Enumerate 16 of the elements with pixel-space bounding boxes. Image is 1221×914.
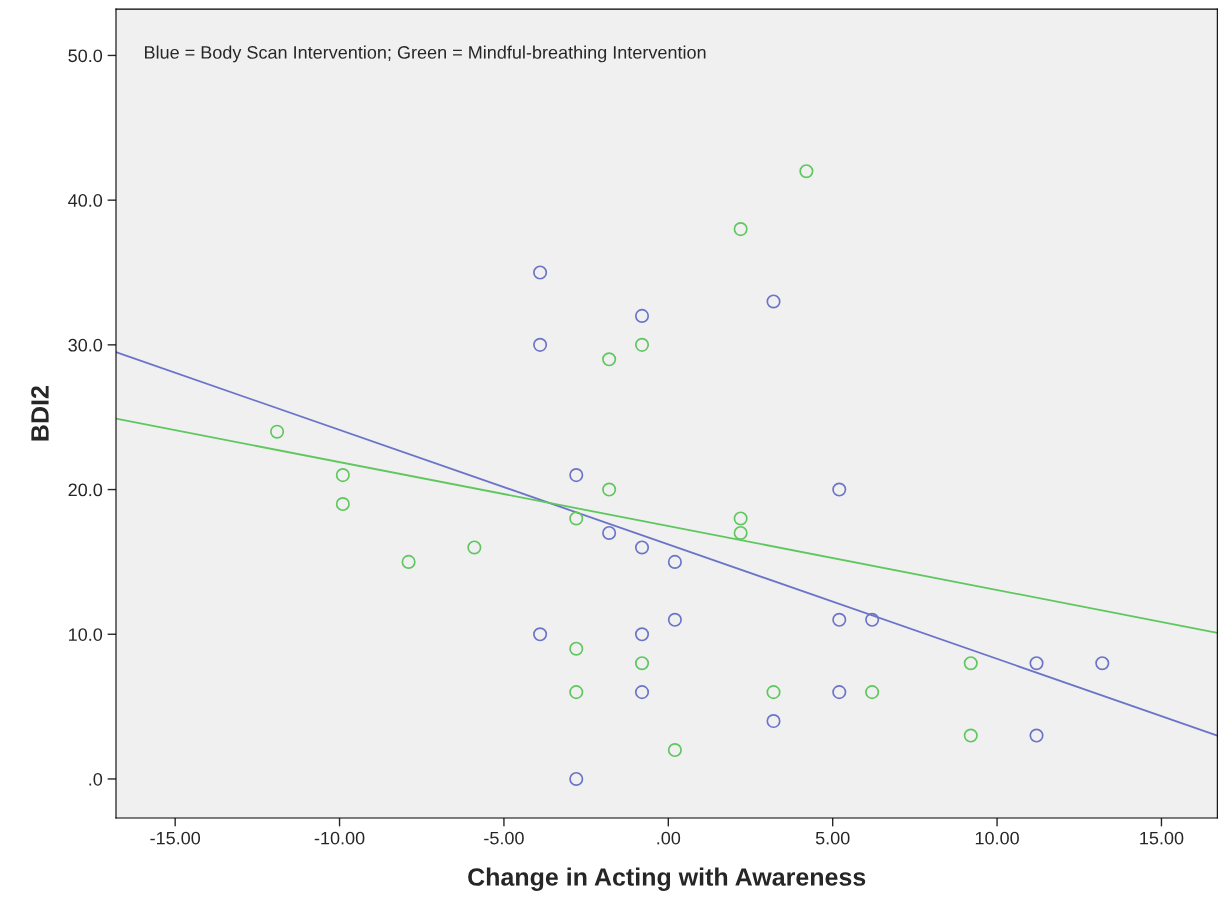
x-tick-label: 5.00: [815, 831, 850, 845]
y-tick-label: .0: [89, 772, 103, 786]
annotation: Blue = Body Scan Intervention; Green = Mindful-breathing Intervention: [145, 45, 706, 63]
y-axis-title: BDI2: [31, 386, 49, 441]
y-tick-label: 10.0: [69, 628, 103, 641]
x-tick-label: 10.00: [975, 831, 1019, 845]
y-tick-label: 40.0: [68, 194, 103, 207]
x-tick-label: -15.00: [150, 831, 201, 845]
x-tick-label: -5.00: [484, 831, 524, 845]
x-tick-label: -10.00: [314, 831, 365, 845]
x-tick-label: .00: [657, 831, 681, 845]
x-tick-label: 15.00: [1140, 831, 1184, 845]
y-tick-label: 30.0: [68, 338, 103, 352]
x-axis-title: Change in Acting with Awareness: [468, 867, 866, 891]
y-tick-label: 20.0: [68, 483, 103, 497]
y-tick-label: 50.0: [68, 49, 103, 63]
